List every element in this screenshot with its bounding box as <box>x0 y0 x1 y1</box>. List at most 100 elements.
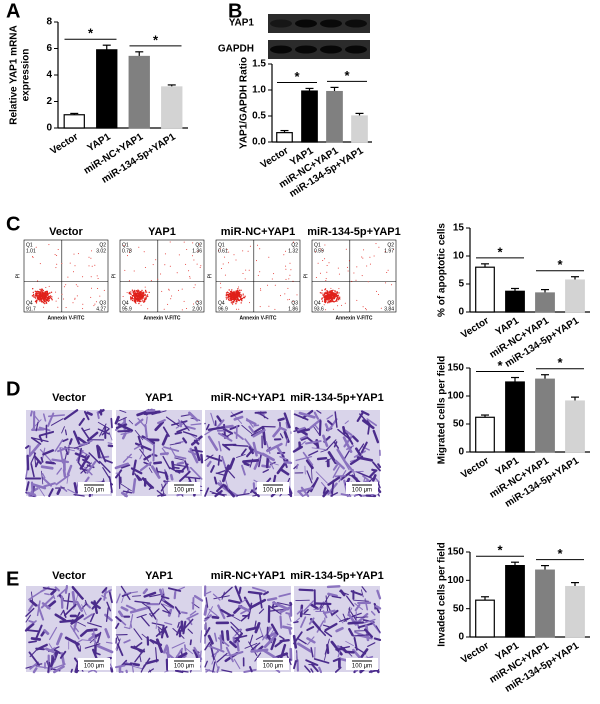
event-dot <box>321 292 323 294</box>
cell-stroke <box>181 611 188 615</box>
event-dot <box>230 296 232 299</box>
event-dot <box>337 299 340 301</box>
event-dot <box>138 291 141 293</box>
cell-stroke <box>132 478 137 494</box>
cell-stroke <box>240 448 247 456</box>
event-dot <box>226 249 228 250</box>
event-dot <box>362 306 364 308</box>
event-dot <box>260 288 261 290</box>
significance-star: * <box>344 68 350 83</box>
event-dot <box>327 300 329 302</box>
flow-y-label: PI <box>207 274 213 279</box>
event-dot <box>337 305 339 307</box>
cell-stroke <box>302 451 314 466</box>
event-dot <box>231 303 234 305</box>
event-dot <box>140 304 142 306</box>
event-dot <box>392 249 394 250</box>
cell-stroke <box>54 613 67 622</box>
event-dot <box>130 249 132 251</box>
event-dot <box>48 295 51 298</box>
quadrant-value: 95.9 <box>122 306 132 312</box>
cell-stroke <box>213 476 218 485</box>
cell-stroke <box>216 652 228 663</box>
cell-stroke <box>297 642 313 653</box>
cell-stroke <box>334 666 342 673</box>
event-dot <box>46 293 48 295</box>
cell-stroke <box>188 411 199 422</box>
cell-stroke <box>250 648 269 653</box>
cell-stroke <box>349 455 364 466</box>
cell-stroke <box>53 665 65 674</box>
cell-stroke <box>375 605 382 610</box>
cell-stroke <box>252 482 256 492</box>
event-dot <box>328 262 330 264</box>
cell-stroke <box>155 638 164 653</box>
event-dot <box>37 291 39 293</box>
significance-star: * <box>153 32 159 47</box>
cell-stroke <box>324 423 330 432</box>
cell-stroke <box>313 411 319 420</box>
cell-stroke <box>345 640 354 646</box>
event-dot <box>144 286 146 288</box>
blot-label: YAP1 <box>229 18 255 29</box>
quadrant-name: Q3 <box>195 300 202 306</box>
cell-stroke <box>338 470 347 483</box>
event-dot <box>145 291 148 293</box>
cell-stroke <box>162 455 171 470</box>
image-title: miR-134-5p+YAP1 <box>290 392 383 404</box>
blot-band <box>295 19 317 28</box>
cell-stroke <box>121 596 124 603</box>
flow-title: miR-134-5p+YAP1 <box>307 226 400 238</box>
event-dot <box>160 273 162 275</box>
cell-stroke <box>204 487 210 497</box>
cell-stroke <box>344 431 354 445</box>
cell-stroke <box>313 607 324 611</box>
cell-stroke <box>334 474 346 478</box>
cell-stroke <box>333 441 338 448</box>
bar <box>326 90 343 143</box>
cell-stroke <box>53 649 61 655</box>
event-dot <box>55 291 57 293</box>
y-tick-label: 15 <box>453 223 465 234</box>
quadrant-value: 1.36 <box>192 248 202 254</box>
cell-stroke <box>283 430 290 443</box>
cell-stroke <box>151 622 165 627</box>
cell-stroke <box>33 414 40 422</box>
image-title: Vector <box>52 570 86 582</box>
cell-stroke <box>348 607 353 615</box>
cell-stroke <box>122 490 133 494</box>
cell-stroke <box>68 438 73 445</box>
cell-stroke <box>230 626 241 637</box>
event-dot <box>169 265 171 267</box>
event-dot <box>224 256 226 258</box>
event-dot <box>134 297 136 299</box>
y-tick-label: 150 <box>447 363 464 374</box>
cell-stroke <box>200 453 204 464</box>
cell-stroke <box>339 589 346 597</box>
scale-label: 100 μm <box>174 488 194 494</box>
bar <box>351 115 368 143</box>
cell-stroke <box>116 635 120 642</box>
cell-stroke <box>306 470 313 484</box>
event-dot <box>198 243 200 245</box>
event-dot <box>32 256 33 258</box>
quadrant-value: 1.32 <box>288 248 298 254</box>
cell-stroke <box>347 621 357 624</box>
event-dot <box>44 293 46 295</box>
event-dot <box>32 256 34 258</box>
cell-stroke <box>254 620 257 629</box>
event-dot <box>337 267 339 269</box>
event-dot <box>332 289 334 291</box>
event-dot <box>37 280 39 282</box>
event-dot <box>144 289 147 292</box>
event-dot <box>328 295 331 297</box>
cell-stroke <box>240 613 250 622</box>
cell-stroke <box>342 425 346 435</box>
event-dot <box>328 301 330 304</box>
cell-stroke <box>143 591 157 598</box>
event-dot <box>292 301 294 303</box>
event-dot <box>35 292 38 295</box>
event-dot <box>141 292 143 294</box>
cell-stroke <box>243 668 257 673</box>
event-dot <box>61 263 63 264</box>
